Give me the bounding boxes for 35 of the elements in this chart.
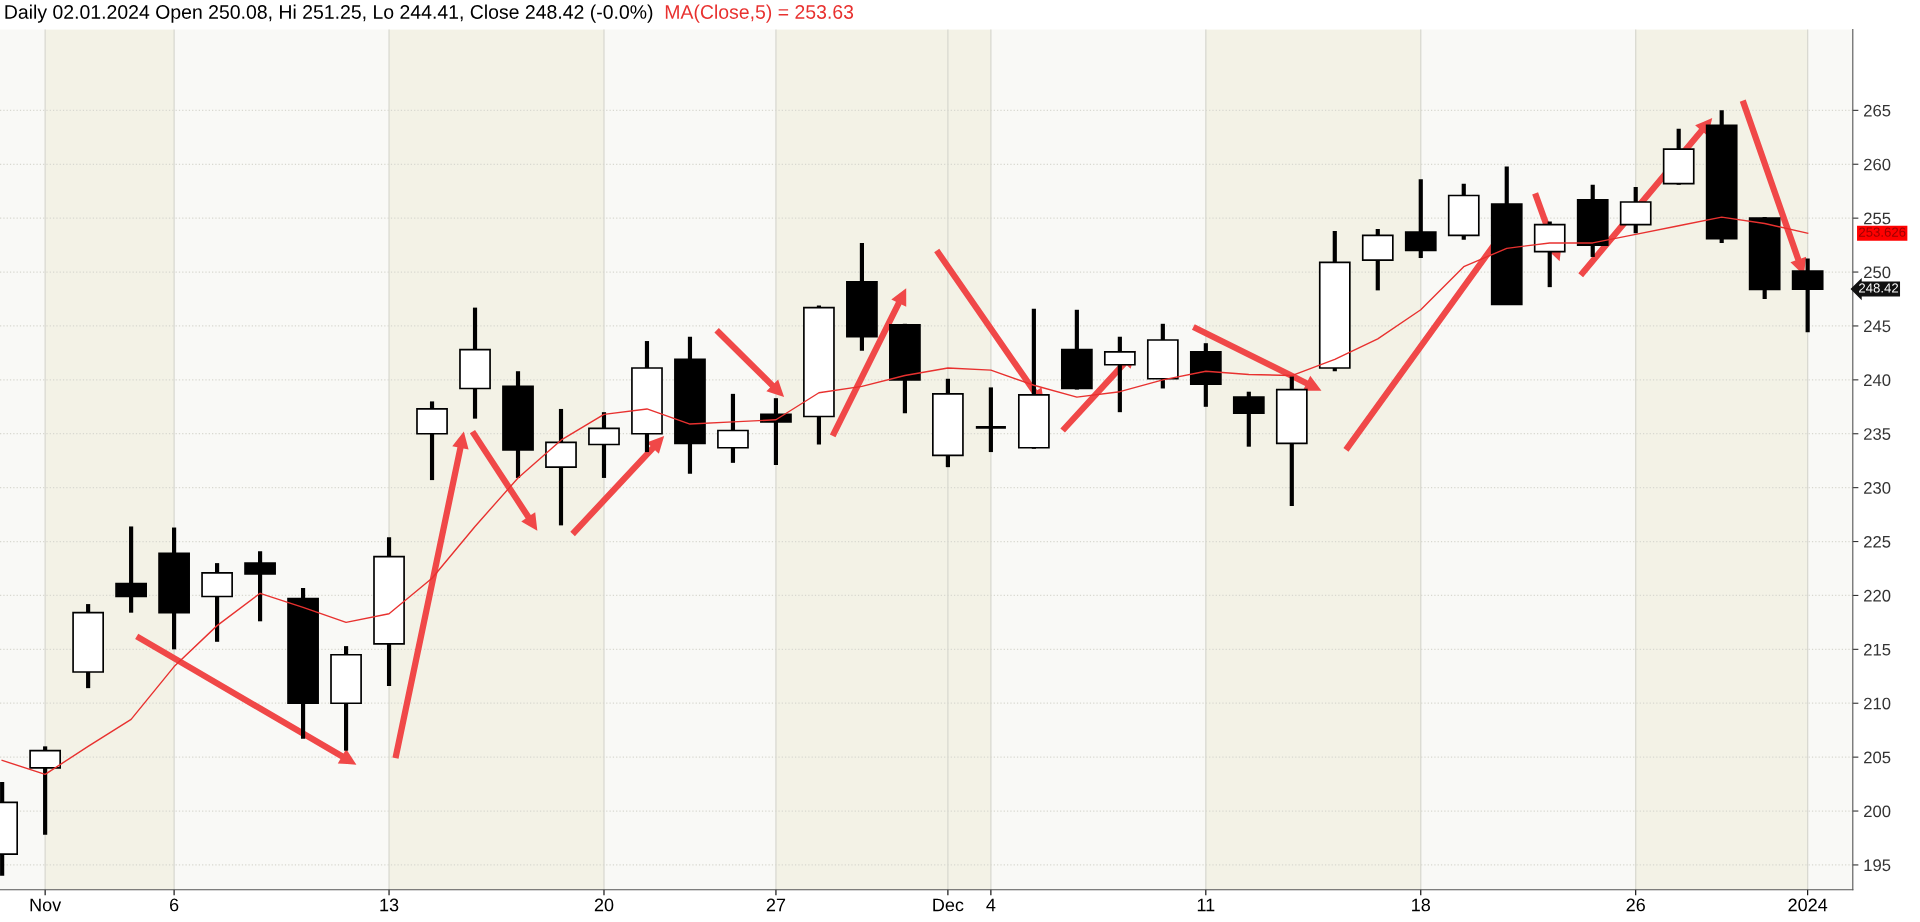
x-tick-label: Nov	[30, 898, 62, 912]
y-tick-label: 220	[1864, 589, 1891, 602]
y-tick-label: 255	[1864, 212, 1891, 225]
x-tick-label: 18	[1412, 898, 1431, 912]
candlestick	[244, 551, 276, 622]
candlestick	[974, 387, 1008, 453]
chart-title: Daily 02.01.2024 Open 250.08, Hi 251.25, Lo 244.41, Close 248.42 (-0.0%)	[5, 4, 653, 23]
candlestick	[1103, 336, 1136, 413]
text: 253.626	[1859, 227, 1906, 237]
y-tick-label: 215	[1864, 643, 1891, 656]
x-tick-label: 20	[594, 898, 614, 912]
x-tick-label: 13	[380, 898, 399, 912]
y-tick-label: 260	[1864, 158, 1891, 171]
line-series	[1, 216, 1809, 776]
x-tick-label: 4	[986, 898, 996, 912]
y-tick-label: 195	[1864, 859, 1891, 872]
x-tick-label: 27	[766, 898, 786, 912]
x-tick-label: Dec	[933, 898, 964, 912]
y-tick-label: 210	[1864, 697, 1891, 710]
y-tick-label: 225	[1864, 535, 1891, 548]
x-tick-label: 2024	[1788, 898, 1828, 912]
y-tick-label: 245	[1864, 320, 1891, 333]
y-tick-label: 240	[1864, 374, 1891, 387]
y-tick-label: 250	[1864, 266, 1891, 279]
text: MA(Close,5) = 253.63	[665, 4, 854, 23]
y-tick-label: 235	[1864, 428, 1891, 440]
x-tick-label: 11	[1197, 898, 1215, 912]
x-tick-label: 6	[170, 898, 179, 912]
y-tick-label: 205	[1864, 751, 1891, 764]
y-tick-label: 200	[1864, 805, 1891, 818]
y-tick-label: 230	[1864, 482, 1891, 494]
y-tick-label: 265	[1864, 104, 1891, 117]
candlestick	[115, 526, 147, 613]
x-tick-label: 26	[1626, 898, 1645, 912]
text: 248.42	[1859, 283, 1899, 293]
